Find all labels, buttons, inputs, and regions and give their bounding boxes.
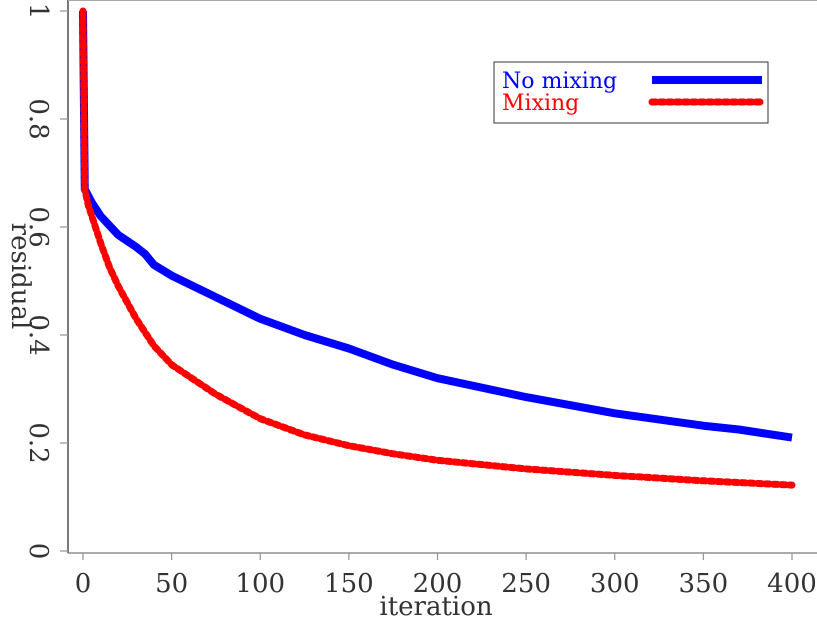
x-axis-label: iteration (379, 592, 492, 618)
x-tick-label: 0 (75, 569, 92, 599)
y-tick-label: 0.4 (23, 314, 53, 355)
x-tick-label: 350 (679, 569, 729, 599)
x-tick-label: 250 (501, 569, 551, 599)
y-axis-label: residual (5, 223, 35, 330)
x-tick-label: 150 (324, 569, 374, 599)
y-tick-label: 0.8 (23, 98, 53, 139)
legend-label: No mixing (502, 69, 617, 94)
x-tick-label: 50 (155, 569, 188, 599)
y-tick-label: 0 (23, 543, 53, 560)
x-tick-label: 200 (413, 569, 463, 599)
y-tick-label: 0.2 (23, 422, 53, 463)
series-line-mixing (79, 7, 796, 489)
legend-box (493, 61, 769, 124)
x-tick-label: 300 (590, 569, 640, 599)
x-tick-label: 400 (767, 569, 817, 599)
series-line-no-mixing (79, 10, 793, 442)
x-tick-label: 100 (235, 569, 285, 599)
legend-label: Mixing (502, 91, 579, 116)
y-tick-label: 1 (23, 3, 53, 20)
y-tick-label: 0.6 (23, 206, 53, 247)
